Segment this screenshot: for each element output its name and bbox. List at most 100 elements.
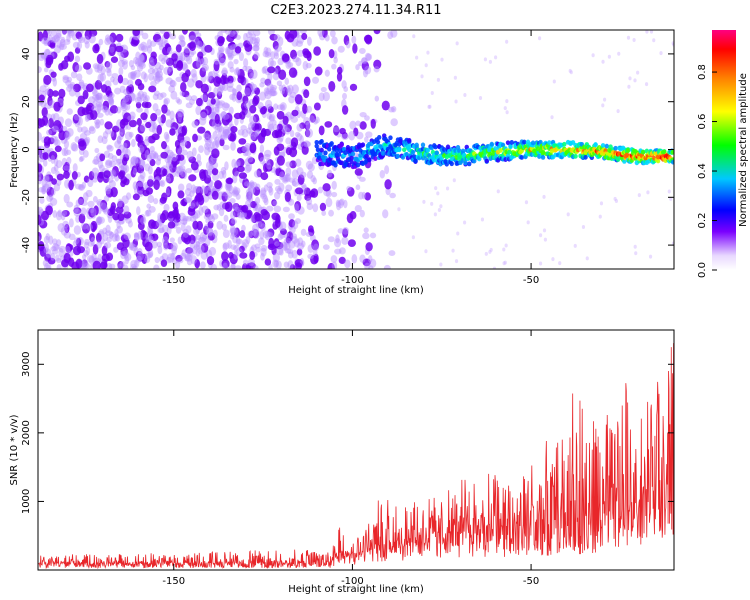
heatmap-cell [625,148,631,153]
heatmap-cell [205,168,212,178]
heatmap-cell [176,59,184,69]
heatmap-cell [235,69,241,76]
heatmap-cell [229,93,236,101]
heatmap-cell [270,90,278,97]
heatmap-cell [191,73,198,83]
heatmap-cell [478,96,483,101]
heatmap-cell [198,244,205,254]
heatmap-cell [254,196,261,205]
heatmap-cell [346,187,355,197]
heatmap-cell [243,100,252,110]
heatmap-cell [349,155,354,161]
heatmap-cell [248,130,254,137]
heatmap-cell [123,178,130,186]
heatmap-cell [349,159,354,165]
heatmap-cell [247,68,254,79]
heatmap-cell [248,194,254,204]
heatmap-cell [247,187,255,196]
heatmap-cell [568,68,572,73]
heatmap-cell [171,53,178,62]
heatmap-cell [667,189,671,194]
heatmap-cell [241,204,249,213]
heatmap-cell [279,102,287,111]
heatmap-cell [291,177,300,187]
heatmap-cell [294,203,300,213]
heatmap-cell [120,100,127,109]
heatmap-cell [509,140,514,145]
heatmap-cell [659,51,663,56]
heatmap-cell [130,168,137,178]
heatmap-cell [138,57,143,67]
heatmap-cell [508,144,513,150]
heatmap-cell [38,145,42,155]
heatmap-cell [89,233,95,242]
heatmap-cell [183,197,192,203]
heatmap-cell [235,66,240,74]
heatmap-cell [86,83,94,93]
heatmap-cell [381,100,390,111]
heatmap-cell [75,90,81,98]
spectrogram-x-ticks: -150 -100 -50 [162,30,539,286]
colorbar-label: Normalized spectral amplitude [738,73,749,227]
heatmap-cell [211,190,219,200]
heatmap-cell [175,261,181,269]
heatmap-cell [75,31,83,40]
heatmap-cell [195,97,203,107]
heatmap-cell [234,265,242,269]
heatmap-cell [217,131,222,141]
heatmap-cell [72,83,81,93]
heatmap-cell [225,194,230,201]
heatmap-cell [132,167,138,175]
heatmap-cell [291,109,299,117]
heatmap-cell [222,113,230,120]
heatmap-cell [111,129,117,141]
heatmap-cell [227,42,236,50]
heatmap-cell [168,163,174,170]
heatmap-cell [388,250,396,257]
heatmap-cell [39,246,47,257]
heatmap-cell [632,38,636,43]
heatmap-cell [144,95,150,102]
heatmap-cell [47,95,53,107]
heatmap-cell [241,224,246,232]
heatmap-cell [208,157,214,167]
heatmap-cell [92,94,100,101]
heatmap-cell [135,255,142,263]
heatmap-cell [246,191,253,200]
heatmap-cell [165,44,172,53]
heatmap-cell [195,240,201,250]
heatmap-cell [38,131,43,142]
heatmap-cell [345,40,351,49]
heatmap-cell [269,86,277,94]
heatmap-cell [505,110,509,115]
heatmap-cell [117,198,123,208]
heatmap-cell [375,139,381,145]
heatmap-cell [208,163,214,171]
heatmap-cell [343,199,348,209]
heatmap-cell [130,156,137,166]
heatmap-cell [124,253,132,262]
heatmap-cell [249,143,257,154]
heatmap-cell [53,139,61,147]
heatmap-cell [50,71,57,78]
heatmap-cell [176,116,184,124]
heatmap-cell [66,201,74,208]
heatmap-cell [599,201,604,206]
heatmap-cell [289,91,297,99]
heatmap-cell [388,106,395,113]
heatmap-cell [236,238,243,245]
heatmap-cell [83,62,92,70]
heatmap-cell [488,249,492,254]
heatmap-cell [613,145,618,151]
heatmap-cell [264,99,273,110]
heatmap-cell [235,193,241,200]
heatmap-cell [147,165,153,175]
heatmap-cell [70,71,78,79]
heatmap-cell [235,34,241,40]
heatmap-cell [167,64,174,72]
heatmap-cell [60,60,69,70]
heatmap-cell [247,122,254,131]
heatmap-cell [167,221,176,229]
heatmap-cell [198,116,207,126]
heatmap-cell [169,33,177,40]
